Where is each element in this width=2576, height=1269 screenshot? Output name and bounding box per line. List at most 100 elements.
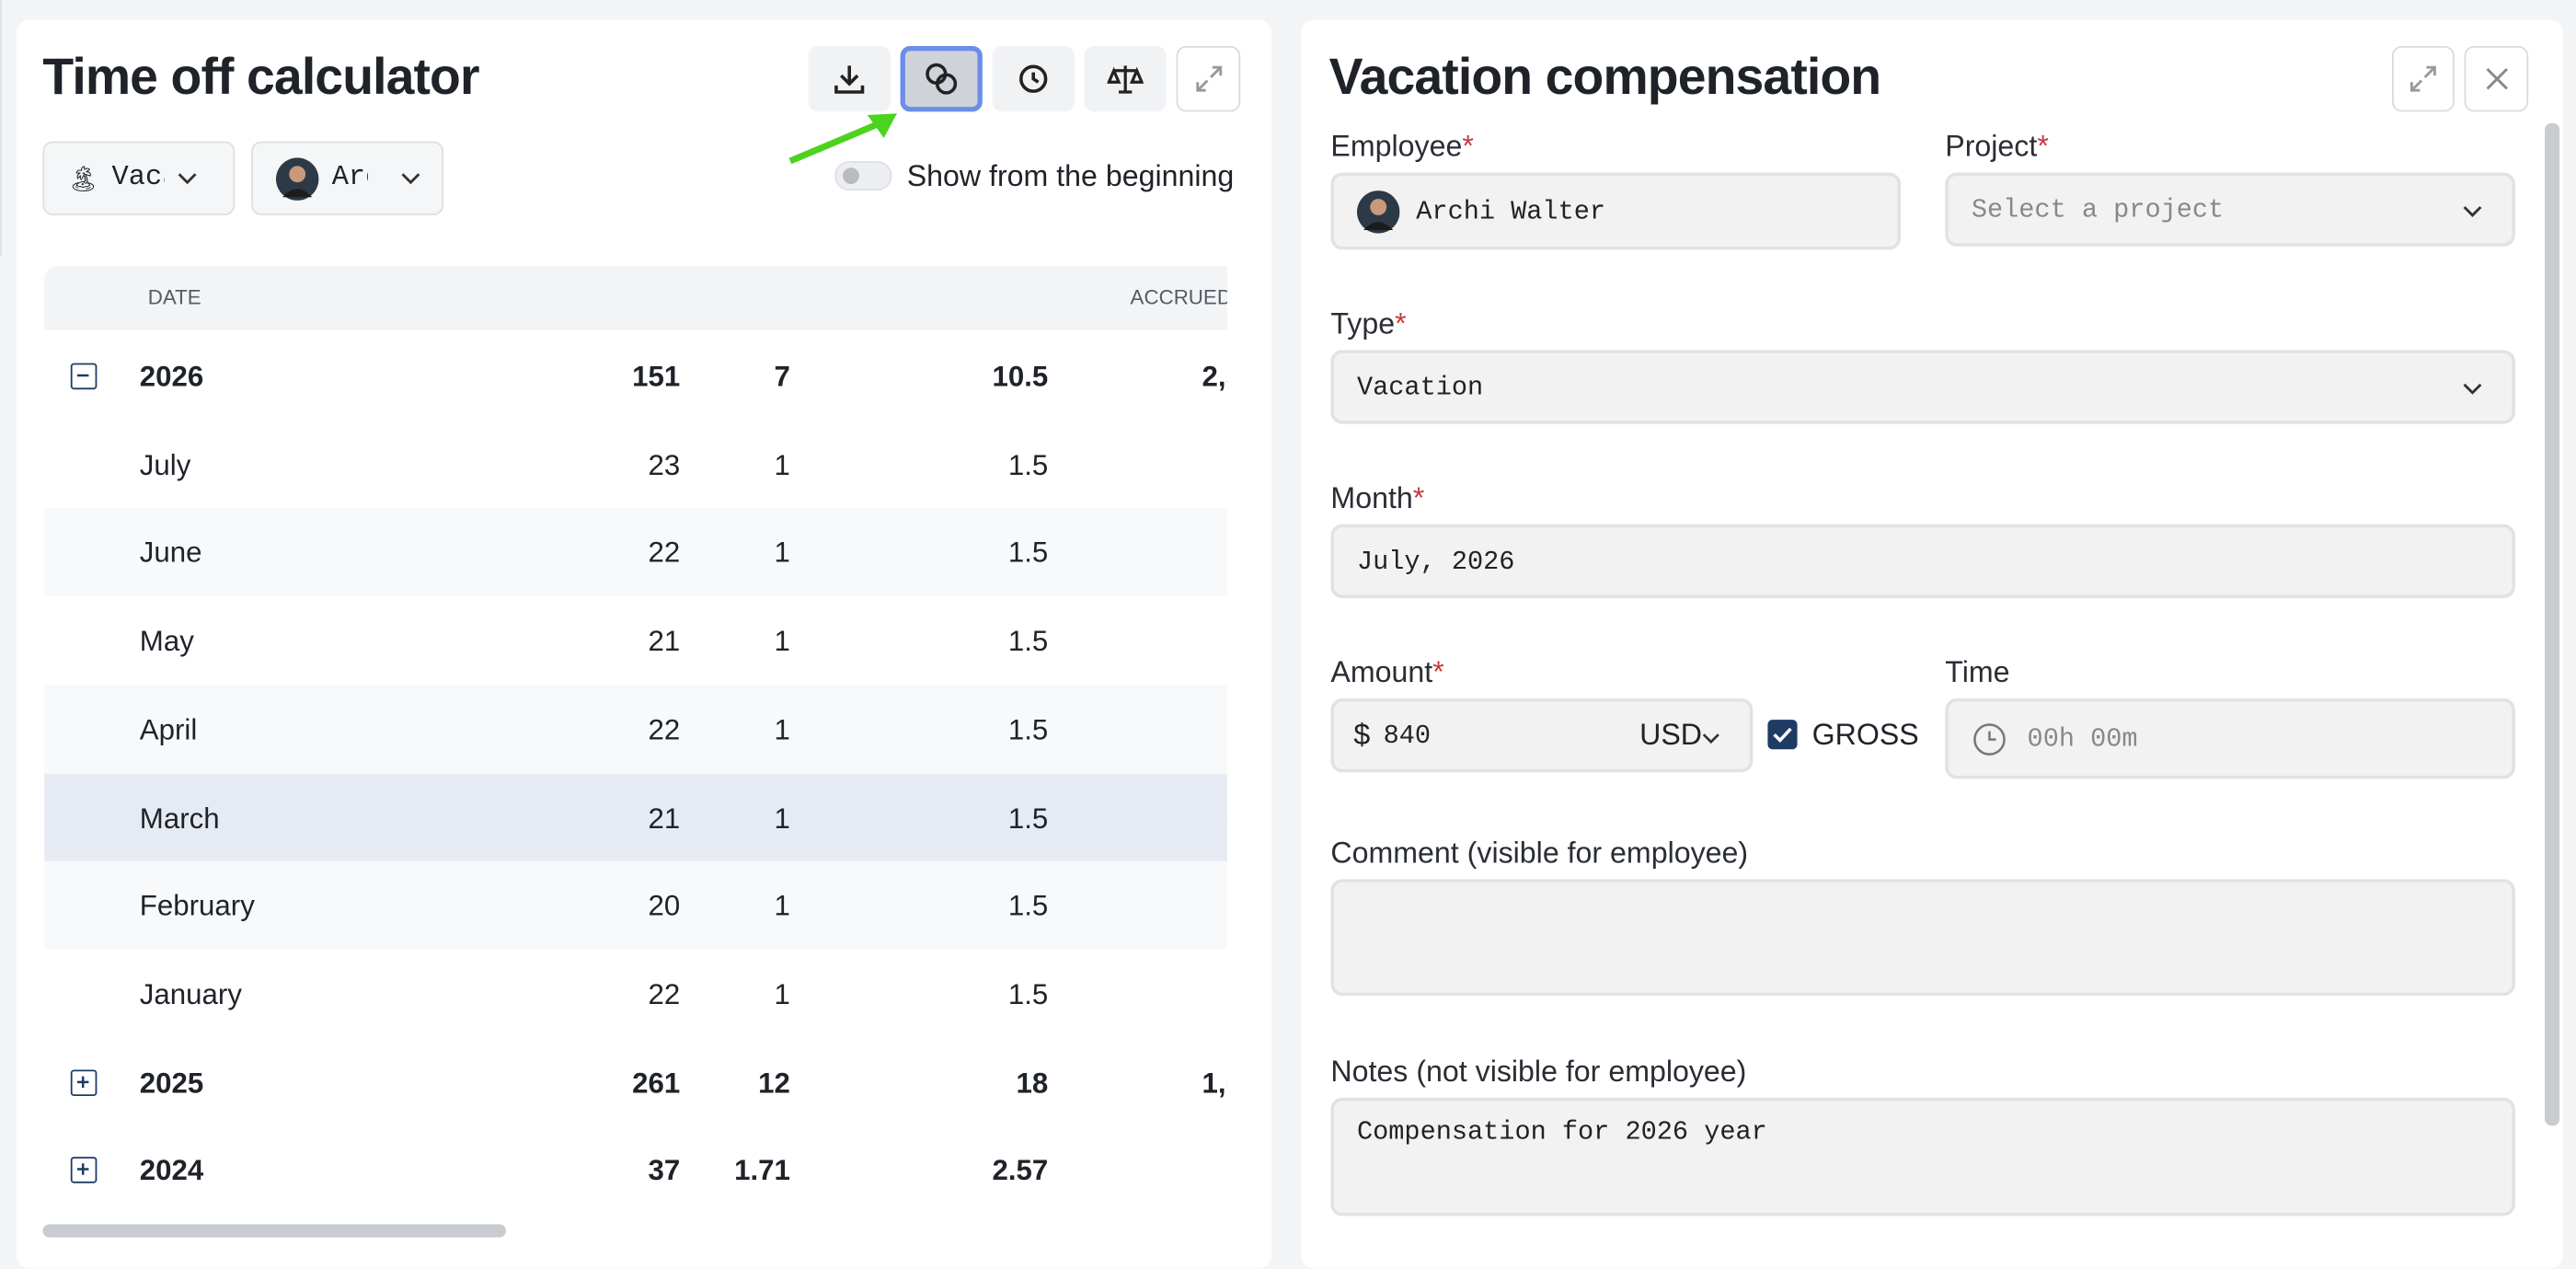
field-label: Type* [1330, 307, 1406, 341]
year-row: 2026 151 7 10.5 2,5 [44, 331, 1227, 421]
expand-button[interactable] [70, 1068, 98, 1096]
table-cell: 1 [774, 889, 790, 923]
month-row: May 21 1 1.5 3 [44, 596, 1227, 686]
expand-button[interactable] [2391, 45, 2455, 112]
table-cell: 21 [648, 801, 681, 835]
close-button[interactable] [2464, 45, 2529, 112]
label-text: Amount [1330, 655, 1433, 689]
table-cell: 1.5 [1007, 712, 1049, 746]
table-cell: 1 [774, 624, 790, 658]
table-cell: 3 [1226, 861, 1227, 950]
table-cell: 1 [774, 977, 790, 1011]
comment-textarea[interactable] [1330, 879, 2515, 997]
column-header: ACCRUED [1130, 285, 1227, 309]
type-select[interactable]: Vacation [1330, 350, 2515, 424]
input-value: Archi Walter [1416, 196, 1606, 226]
table-cell: 18 [1016, 1066, 1049, 1099]
table-cell: 2024 [139, 1154, 204, 1187]
table-cell: 2.57 [992, 1154, 1049, 1187]
table-cell: 2025 [139, 1066, 204, 1099]
required-mark: * [1412, 481, 1425, 514]
required-mark: * [1432, 655, 1444, 689]
table-cell: 1.71 [734, 1154, 790, 1187]
table-cell: 1 [774, 712, 790, 746]
table-cell: 1.5 [1007, 447, 1049, 481]
time-input[interactable]: 00h 00m [1945, 698, 2515, 779]
amount-input[interactable]: $840 USD [1330, 698, 1754, 773]
column-header: DATE [147, 285, 201, 309]
balance-button[interactable] [1084, 45, 1167, 112]
label-text: Type [1330, 306, 1396, 340]
expand-button[interactable] [70, 1157, 98, 1184]
column-divider [0, 63, 2, 129]
table-cell: 1.5 [1007, 624, 1049, 658]
employee-input[interactable]: Archi Walter [1330, 172, 1902, 250]
table-cell: 1.5 [1007, 977, 1049, 1011]
field-label: Time [1945, 655, 2009, 689]
year-row: 2024 37 1.71 2.57 [44, 1125, 1227, 1216]
table-cell: June [139, 536, 202, 570]
history-button[interactable] [992, 45, 1075, 112]
field-label: Notes (not visible for employee) [1330, 1055, 1747, 1089]
placeholder: 00h 00m [2027, 723, 2138, 754]
input-value: 840 [1383, 721, 1432, 751]
project-select[interactable]: Select a project [1945, 172, 2515, 247]
currency-select[interactable]: USD [1639, 718, 1703, 752]
table-cell: 3 [1226, 421, 1227, 509]
table: DATEBUSINESS DAYSFTEACCRUED DAYSACCRUED2… [0, 0, 1227, 1249]
compensation-button[interactable] [900, 45, 983, 112]
month-row: April 22 1 1.5 3 [44, 685, 1227, 774]
notes-textarea[interactable]: Compensation for 2026 year [1330, 1097, 2515, 1217]
label-text: Project [1945, 130, 2038, 163]
table-cell: 1.5 [1007, 889, 1049, 923]
gross-checkbox[interactable] [1767, 720, 1798, 750]
input-value: Compensation for 2026 year [1356, 1117, 1767, 1148]
filter-text: Vacation [111, 162, 165, 194]
required-mark: * [1462, 130, 1474, 163]
download-button[interactable] [808, 45, 891, 112]
table-cell: 3 [1226, 773, 1227, 861]
table-cell: 1 [774, 536, 790, 570]
table-cell: 1.5 [1007, 801, 1049, 835]
expand-button[interactable] [1176, 45, 1241, 112]
collapse-button[interactable] [70, 363, 98, 390]
table-cell: 1,0 [1202, 1066, 1227, 1099]
table-cell: 3 [1226, 596, 1227, 685]
input-value: July, 2026 [1356, 546, 1515, 576]
table-cell: 1.5 [1007, 536, 1049, 570]
input-value: Vacation [1356, 372, 1484, 402]
table-cell: April [139, 712, 198, 746]
table-cell: 7 [774, 360, 790, 393]
column-divider [0, 191, 2, 257]
table-cell: 3 [1226, 950, 1227, 1038]
type-filter[interactable]: 🏝Vacation [42, 141, 236, 215]
label-text: Employee [1330, 130, 1463, 163]
table-cell: 20 [648, 889, 681, 923]
table-cell: May [139, 624, 194, 658]
field-label: Comment (visible for employee) [1330, 836, 1749, 870]
year-row: 2025 261 12 18 1,0 [44, 1037, 1227, 1127]
label-text: Time [1945, 655, 2010, 689]
month-input[interactable]: July, 2026 [1330, 524, 2515, 598]
table-cell: 12 [758, 1066, 790, 1099]
table-cell: 37 [648, 1154, 681, 1187]
month-row: January 22 1 1.5 3 [44, 949, 1227, 1039]
employee-filter[interactable]: Archi Walter [251, 141, 444, 215]
table-header [44, 266, 1227, 330]
field-label: Amount* [1330, 655, 1443, 689]
table-cell: 261 [632, 1066, 681, 1099]
table-cell: 151 [632, 360, 681, 393]
table-cell: 22 [648, 536, 681, 570]
month-row: March 21 1 1.5 3 [44, 773, 1227, 862]
h-scrollbar [42, 1224, 506, 1238]
form-title: Vacation compensation [1328, 47, 1881, 106]
panel-title: Time off calculator [42, 47, 479, 106]
table-cell: 22 [648, 977, 681, 1011]
arrow-annotation [788, 113, 897, 165]
column-divider [0, 128, 2, 192]
table-cell: July [139, 447, 191, 481]
required-mark: * [2037, 130, 2049, 163]
filter-text: Archi Walter [331, 162, 368, 194]
toggle[interactable] [834, 160, 892, 191]
